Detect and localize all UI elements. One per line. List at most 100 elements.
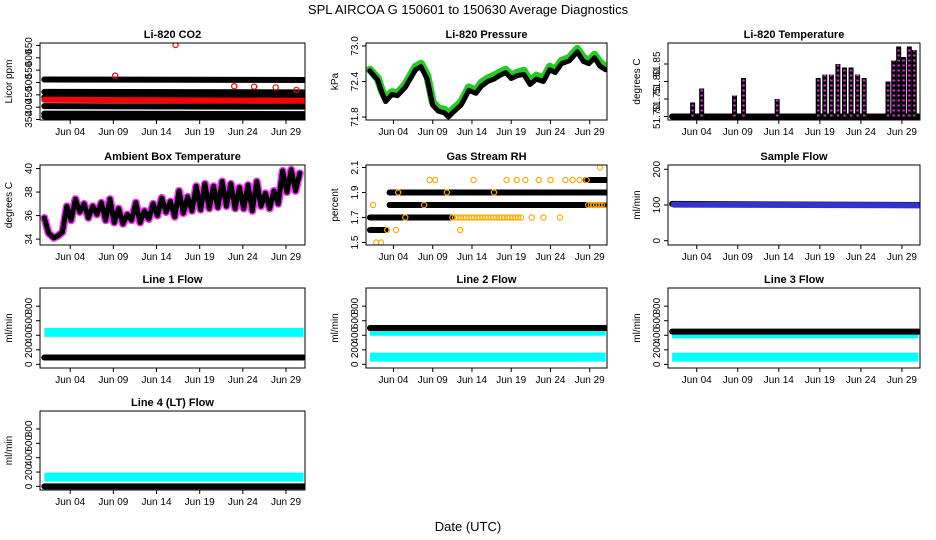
series-scattered-point (426, 176, 433, 184)
panel-title: Ambient Box Temperature (104, 151, 241, 163)
y-tick-label: 800 (24, 420, 35, 437)
y-tick-label: 0 (652, 237, 663, 243)
x-tick-label: Jun 24 (535, 252, 565, 263)
series-scattered-point (547, 176, 554, 184)
y-tick-label: 51.70 (652, 104, 663, 129)
series-scattered-point (528, 214, 535, 221)
x-tick-label: Jun 19 (185, 497, 215, 508)
series-red-outliers-point (250, 83, 258, 90)
series-scattered (369, 165, 604, 245)
x-tick-label: Jun 09 (418, 252, 448, 263)
x-tick-label: Jun 29 (271, 375, 301, 386)
x-tick-label: Jun 24 (846, 252, 876, 263)
series-spikes (690, 46, 917, 117)
y-axis-label: ml/min (330, 313, 341, 342)
y-tick-label: 200 (350, 341, 361, 358)
plot-frame (39, 287, 306, 369)
x-tick-label: Jun 19 (805, 127, 835, 138)
x-tick-label: Jun 04 (55, 127, 85, 138)
y-tick-label: 400 (24, 98, 35, 115)
x-tick-label: Jun 24 (228, 375, 258, 386)
y-tick-label: 2.1 (350, 160, 361, 174)
x-tick-label: Jun 19 (496, 375, 526, 386)
y-tick-label: 400 (24, 449, 35, 466)
y-tick-label: 800 (652, 297, 663, 314)
y-axis-label: Licor ppm (4, 60, 15, 104)
x-tick-label: Jun 14 (457, 375, 487, 386)
x-tick-label: Jun 09 (98, 252, 128, 263)
y-tick-label: 600 (24, 312, 35, 329)
x-tick-label: Jun 09 (723, 375, 753, 386)
y-axis-label: kPa (330, 72, 341, 90)
x-tick-label: Jun 04 (682, 375, 712, 386)
x-tick-label: Jun 29 (887, 127, 917, 138)
x-tick-label: Jun 09 (723, 127, 753, 138)
panel-title: Line 2 Flow (457, 274, 517, 286)
figure-title: SPL AIRCOA G 150601 to 150630 Average Di… (308, 2, 629, 17)
series-scattered-point (402, 214, 409, 221)
series-scattered-point (562, 176, 569, 184)
plot-frame (39, 410, 306, 491)
series-scattered-point (470, 176, 477, 184)
series-orange-1.7 (449, 214, 525, 221)
series-red-outliers-point (231, 82, 238, 90)
x-tick-label: Jun 14 (142, 497, 172, 508)
panel-1: Li-820 CO2 Licor ppm 350400450500550600650… (4, 29, 306, 138)
series-scattered-point (457, 226, 464, 234)
panel-title: Li-820 CO2 (144, 29, 201, 41)
y-tick-label: 400 (24, 326, 35, 343)
series-scattered-point (513, 176, 520, 184)
plot-frame (667, 287, 921, 369)
plot-frame (365, 164, 608, 246)
series-red-outliers-point (172, 43, 179, 49)
series-scattered-point (383, 226, 391, 234)
series-scattered-point (556, 214, 564, 221)
y-tick-label: 800 (350, 297, 361, 314)
y-tick-label: 650 (24, 37, 35, 54)
y-axis-label: ml/min (4, 436, 15, 465)
x-tick-label: Jun 09 (723, 252, 753, 263)
y-tick-label: 38 (24, 186, 35, 198)
series-scattered-point (540, 214, 547, 221)
series-scattered-point (443, 189, 451, 196)
x-tick-label: Jun 24 (228, 127, 258, 138)
x-tick-label: Jun 19 (805, 252, 835, 263)
panel-title: Gas Stream RH (446, 151, 526, 163)
panel-title: Li-820 Pressure (446, 29, 528, 41)
panel-title: Sample Flow (760, 151, 828, 163)
y-axis-label: ml/min (4, 313, 15, 342)
x-tick-label: Jun 29 (575, 127, 605, 138)
plot-data (669, 46, 920, 120)
y-tick-label: 350 (24, 111, 35, 128)
series-scattered-point (576, 176, 583, 184)
x-tick-label: Jun 09 (418, 127, 448, 138)
series-blue (670, 201, 920, 209)
series-scattered-point (503, 176, 510, 184)
x-tick-label: Jun 04 (682, 127, 712, 138)
x-tick-label: Jun 04 (55, 252, 85, 263)
series-scattered-point (377, 239, 385, 245)
y-tick-label: 200 (652, 341, 663, 358)
y-axis-label: percent (330, 188, 341, 222)
plot-data (669, 328, 920, 362)
y-tick-label: 34 (24, 233, 35, 245)
x-tick-label: Jun 24 (535, 127, 565, 138)
y-tick-label: 200 (24, 341, 35, 358)
x-tick-label: Jun 19 (496, 252, 526, 263)
x-tick-label: Jun 04 (378, 127, 408, 138)
series-orange-1.8 (585, 201, 607, 209)
y-tick-label: 73.0 (350, 36, 361, 56)
x-tick-label: Jun 04 (55, 497, 85, 508)
series-red-outliers-point (272, 84, 279, 91)
y-tick-label: 40 (24, 163, 35, 175)
y-tick-label: 100 (652, 196, 663, 213)
x-tick-label: Jun 29 (575, 252, 605, 263)
panel-title: Line 1 Flow (143, 274, 203, 286)
series-red-outliers-point (111, 72, 119, 79)
panel-title: Line 4 (LT) Flow (131, 397, 214, 409)
